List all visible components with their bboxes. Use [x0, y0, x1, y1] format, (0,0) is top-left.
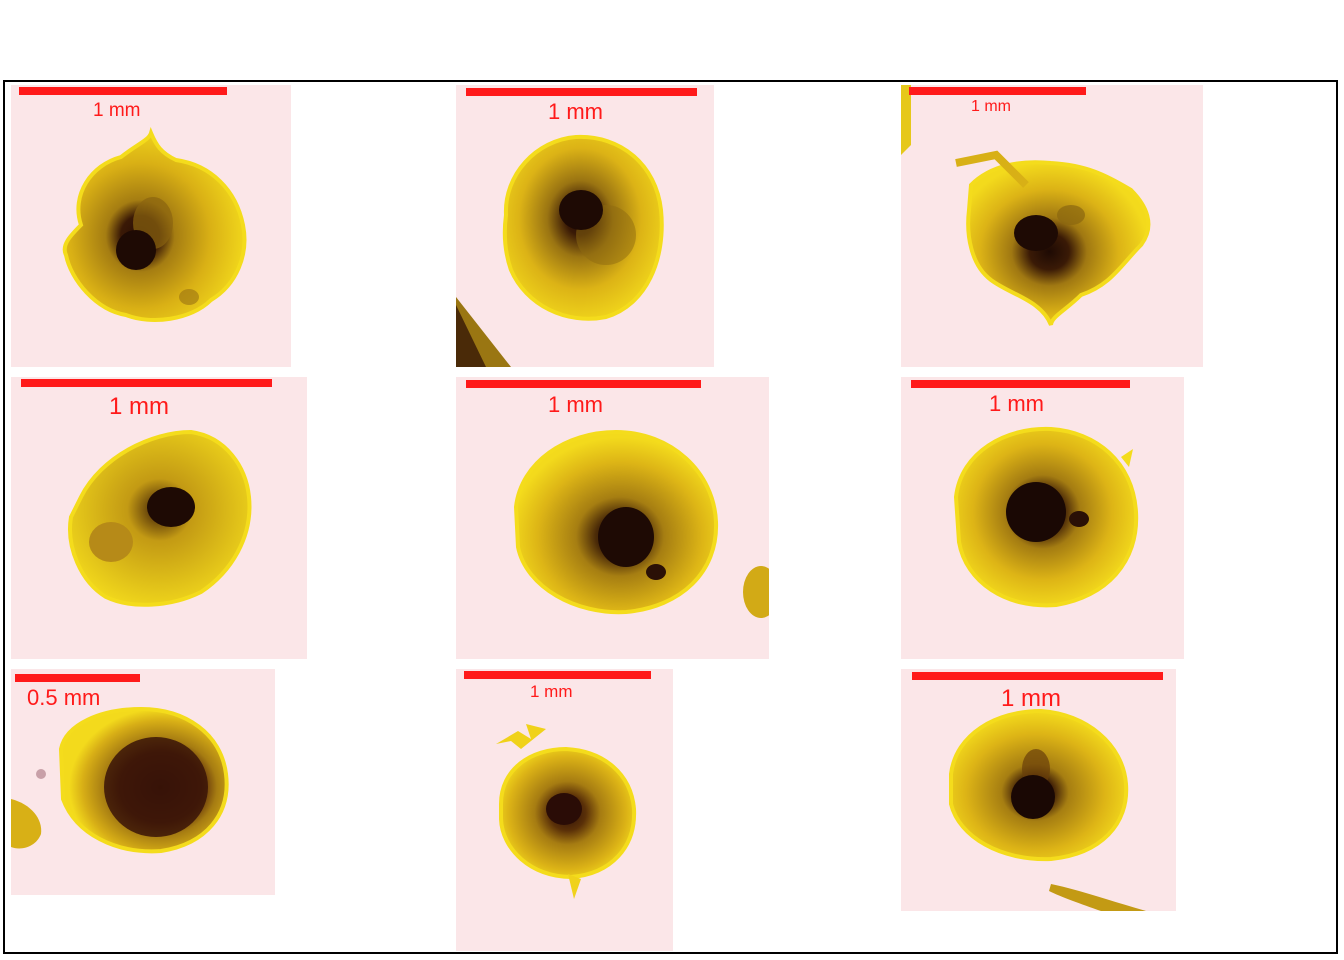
scale-bar-label: 0.5 mm	[27, 685, 101, 710]
scale-bar-label: 1 mm	[109, 393, 169, 420]
particle-image	[901, 85, 1151, 326]
scale-bar	[21, 379, 272, 387]
scale-bar-label: 1 mm	[93, 100, 141, 121]
scale-bar-label: 1 mm	[971, 98, 1011, 115]
scale-bar-label: 1 mm	[530, 682, 573, 701]
particle-image	[456, 134, 664, 367]
particle-image	[62, 126, 247, 322]
scale-bar	[909, 87, 1086, 95]
particle-image	[513, 429, 769, 618]
micrograph-panel-5: 1 mm	[456, 377, 769, 659]
micrograph-panel-7: 0.5 mm	[11, 669, 275, 895]
scale-bar	[466, 380, 701, 388]
scale-bar	[466, 88, 697, 96]
scale-bar	[19, 87, 227, 95]
micrograph-panel-3: 1 mm	[901, 85, 1203, 367]
particle-image	[953, 426, 1139, 608]
scale-bar	[911, 380, 1130, 388]
scale-bar-label: 1 mm	[1001, 685, 1061, 712]
scale-bar	[464, 671, 651, 679]
micrograph-panel-4: 1 mm	[11, 377, 307, 659]
scale-bar	[15, 674, 140, 682]
scale-bar-label: 1 mm	[989, 391, 1044, 416]
micrograph-panel-2: 1 mm	[456, 85, 714, 367]
particle-image	[68, 429, 252, 607]
particle-image	[496, 724, 637, 899]
particle-image	[11, 706, 229, 854]
micrograph-panel-9: 1 mm	[901, 669, 1176, 911]
scale-bar-label: 1 mm	[548, 392, 603, 417]
micrograph-panel-1: 1 mm	[11, 85, 291, 367]
scale-bar	[912, 672, 1163, 680]
micrograph-panel-8: 1 mm	[456, 669, 673, 951]
scale-bar-label: 1 mm	[548, 99, 603, 124]
particle-image	[949, 708, 1146, 911]
micrograph-panel-6: 1 mm	[901, 377, 1184, 659]
